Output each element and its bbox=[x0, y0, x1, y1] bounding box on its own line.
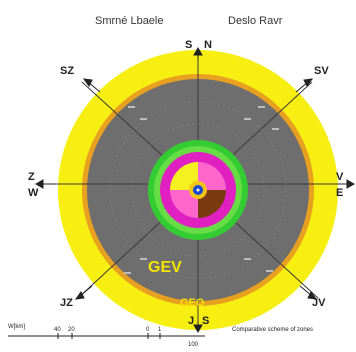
arrowhead-w bbox=[34, 179, 44, 189]
radial-marker bbox=[140, 258, 147, 260]
direction-e-bottom: E bbox=[336, 187, 343, 199]
arrowhead-ne bbox=[303, 78, 314, 87]
radial-marker bbox=[266, 270, 273, 272]
direction-sw: JZ bbox=[60, 297, 73, 309]
direction-ne: SV bbox=[314, 65, 329, 77]
direction-nw: SZ bbox=[60, 65, 74, 77]
scale-ticks bbox=[57, 333, 161, 339]
sector-top-left bbox=[170, 162, 198, 190]
direction-e-top: V bbox=[336, 171, 344, 183]
sector-bottom-left bbox=[170, 190, 198, 218]
guide-circle-inner bbox=[131, 123, 265, 257]
radial-marker bbox=[258, 106, 265, 108]
direction-n-right: N bbox=[204, 39, 212, 51]
radial-marker bbox=[128, 106, 135, 108]
footer-note: Comparative scheme of zones bbox=[232, 327, 313, 333]
radial-markers bbox=[124, 106, 279, 274]
radial-marker bbox=[140, 118, 147, 120]
direction-se: JV bbox=[312, 297, 326, 309]
direction-w-bottom: W bbox=[28, 187, 39, 199]
sector-top-right bbox=[198, 162, 226, 190]
radial-marker bbox=[272, 128, 279, 130]
radial-marker bbox=[244, 258, 251, 260]
radial-marker bbox=[124, 272, 131, 274]
zone-label-gev: GEV bbox=[148, 259, 182, 276]
arrowhead-nw bbox=[82, 78, 93, 87]
scale-tick-below: 100 bbox=[188, 342, 199, 348]
zone-label-geo: GEO bbox=[180, 297, 205, 309]
arrowhead-se bbox=[307, 291, 318, 300]
radial-marker bbox=[244, 118, 251, 120]
direction-s-left: J bbox=[188, 315, 194, 327]
scale-tick-label-0: 40 bbox=[54, 327, 61, 333]
scale-tick-label-1: 20 bbox=[68, 327, 75, 333]
core-center-dot bbox=[196, 188, 200, 192]
sector-bottom-right bbox=[198, 190, 226, 218]
header-right-label: Deslo Ravr bbox=[228, 15, 283, 27]
guide-circle-outer bbox=[109, 101, 287, 279]
arrowhead-e bbox=[346, 179, 356, 189]
direction-n-left: S bbox=[185, 39, 192, 51]
header-left-label: Smrné Lbaele bbox=[95, 15, 164, 27]
direction-w-top: Z bbox=[28, 171, 35, 183]
arrowhead-s bbox=[193, 324, 203, 334]
direction-arrows bbox=[34, 46, 356, 334]
scale-tick-label-3: 1 bbox=[158, 327, 162, 333]
scale-label: W[km] bbox=[8, 324, 25, 330]
arrowhead-sw bbox=[74, 291, 85, 300]
arrowhead-n bbox=[193, 46, 203, 56]
scale-tick-label-2: 0 bbox=[146, 327, 150, 333]
direction-s-right: S bbox=[202, 315, 209, 327]
